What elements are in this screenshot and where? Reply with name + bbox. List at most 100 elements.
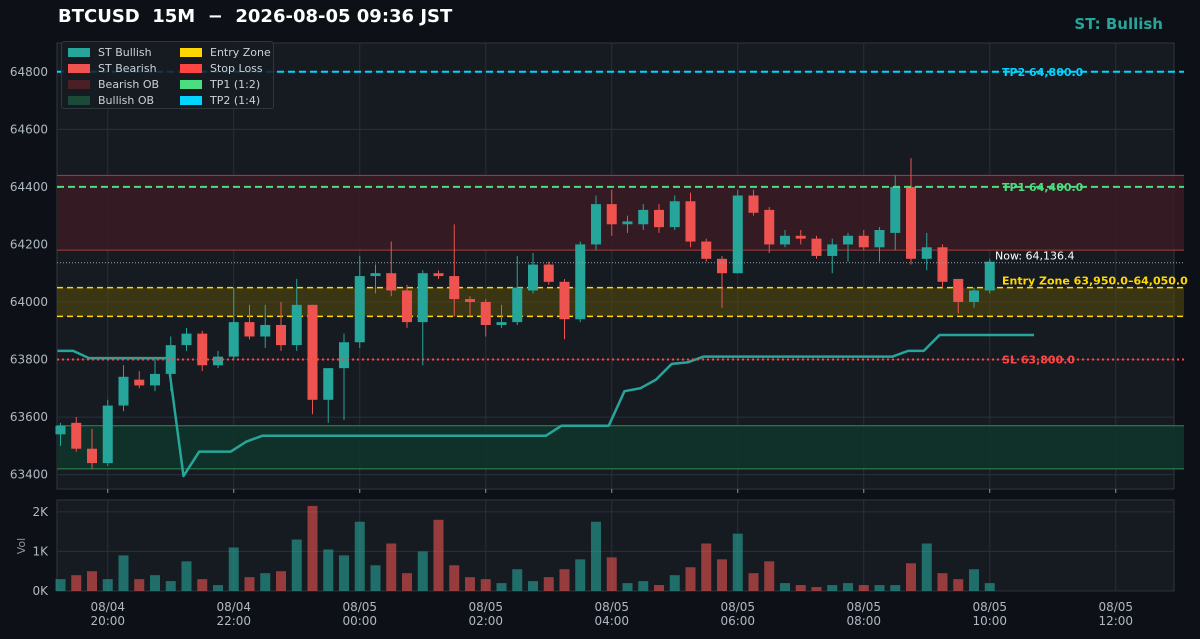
legend-label: Bullish OB <box>98 93 155 107</box>
legend-label: TP1 (1:2) <box>210 77 261 91</box>
time-tick-time: 12:00 <box>1098 614 1133 628</box>
time-tick-date: 08/05 <box>468 600 503 614</box>
volume-bar <box>858 585 869 591</box>
volume-tick-label: 0K <box>32 584 49 598</box>
volume-bar <box>276 571 286 591</box>
candle-body <box>638 209 649 225</box>
time-tick-date: 08/05 <box>342 600 377 614</box>
candle-body <box>543 264 554 282</box>
candle-body <box>622 221 633 225</box>
candle-body <box>260 324 271 337</box>
legend-swatch <box>180 95 202 105</box>
candle-body <box>795 235 806 239</box>
volume-bar <box>984 583 995 591</box>
volume-bar <box>622 583 633 591</box>
candle-body <box>465 299 475 302</box>
now-price-label: Now: 64,136.4 <box>995 250 1075 263</box>
time-tick-date: 08/04 <box>90 600 125 614</box>
volume-bar <box>559 569 570 591</box>
volume-bar <box>748 573 759 591</box>
candle-body <box>701 241 712 259</box>
candle-body <box>339 342 349 369</box>
candle-body <box>71 422 82 449</box>
legend-swatch <box>68 47 90 57</box>
time-tick-time: 02:00 <box>468 614 503 628</box>
volume-bar <box>764 561 775 591</box>
candle-body <box>937 247 948 282</box>
candle-body <box>512 287 523 323</box>
time-tick-time: 00:00 <box>342 614 377 628</box>
time-tick-time: 22:00 <box>216 614 251 628</box>
legend-label: ST Bearish <box>98 61 157 75</box>
volume-bar <box>654 585 664 591</box>
volume-tick-label: 1K <box>32 544 49 558</box>
volume-bar <box>811 587 822 591</box>
candle-body <box>811 238 822 256</box>
candle-body <box>906 186 916 259</box>
legend-label: Entry Zone <box>210 45 271 59</box>
volume-bar <box>417 551 428 591</box>
legend-item: TP2 (1:4) <box>180 92 280 108</box>
legend-item: Bearish OB <box>68 76 180 92</box>
candle-body <box>685 201 696 242</box>
volume-bar <box>528 581 538 591</box>
candle-body <box>433 273 444 277</box>
volume-bar <box>150 575 160 591</box>
volume-bar <box>307 505 318 591</box>
candle-body <box>780 235 790 245</box>
chart-legend: ST Bullish Entry Zone ST Bearish Stop Loss B… <box>61 41 274 109</box>
volume-tick-label: 2K <box>32 505 49 519</box>
candle-body <box>323 368 334 400</box>
volume-bar <box>780 583 790 591</box>
volume-bar <box>606 557 617 591</box>
chart-title: BTCUSD 15M − 2026-08-05 09:36 JST <box>58 6 453 27</box>
legend-label: Stop Loss <box>210 61 263 75</box>
candle-body <box>87 448 97 464</box>
price-tick-label: 64200 <box>10 237 48 251</box>
volume-bar <box>843 583 853 591</box>
price-tick-label: 64600 <box>10 122 48 136</box>
candle-body <box>291 304 302 346</box>
candle-body <box>669 201 680 228</box>
candle-body <box>496 322 507 325</box>
volume-bar <box>953 579 964 591</box>
candle-body <box>748 195 759 213</box>
entry-zone <box>57 287 1184 317</box>
volume-bar <box>433 519 444 591</box>
time-tick-time: 20:00 <box>90 614 125 628</box>
bullish-ob-zone <box>57 425 1184 469</box>
candle-body <box>370 273 381 277</box>
volume-bar <box>260 573 271 591</box>
entry-zone-label: Entry Zone 63,950.0–64,050.0 <box>1002 275 1188 288</box>
volume-bar <box>323 549 334 591</box>
volume-bar <box>134 579 145 591</box>
volume-bar <box>402 573 412 591</box>
time-tick-date: 08/05 <box>1098 600 1133 614</box>
candle-body <box>165 345 176 374</box>
candle-body <box>890 186 901 233</box>
candle-body <box>402 290 412 323</box>
volume-bar <box>937 573 948 591</box>
volume-bar <box>732 533 743 591</box>
candle-body <box>354 276 365 343</box>
candle-body <box>386 273 397 291</box>
tp2-label: TP2 64,800.0 <box>1002 66 1084 79</box>
candle-body <box>528 264 538 291</box>
volume-bar <box>370 565 381 591</box>
volume-bar <box>717 559 727 591</box>
volume-bar <box>701 543 712 591</box>
volume-bar <box>512 569 523 591</box>
candle-body <box>480 301 491 325</box>
volume-bar <box>906 563 916 591</box>
legend-item: TP1 (1:2) <box>180 76 280 92</box>
volume-bar <box>591 521 601 591</box>
time-tick-time: 06:00 <box>720 614 755 628</box>
volume-bar <box>291 539 302 591</box>
price-tick-label: 64400 <box>10 180 48 194</box>
volume-bar <box>165 581 176 591</box>
legend-label: Bearish OB <box>98 77 160 91</box>
time-tick-date: 08/05 <box>594 600 629 614</box>
volume-bar <box>638 581 649 591</box>
candle-body <box>118 376 129 406</box>
